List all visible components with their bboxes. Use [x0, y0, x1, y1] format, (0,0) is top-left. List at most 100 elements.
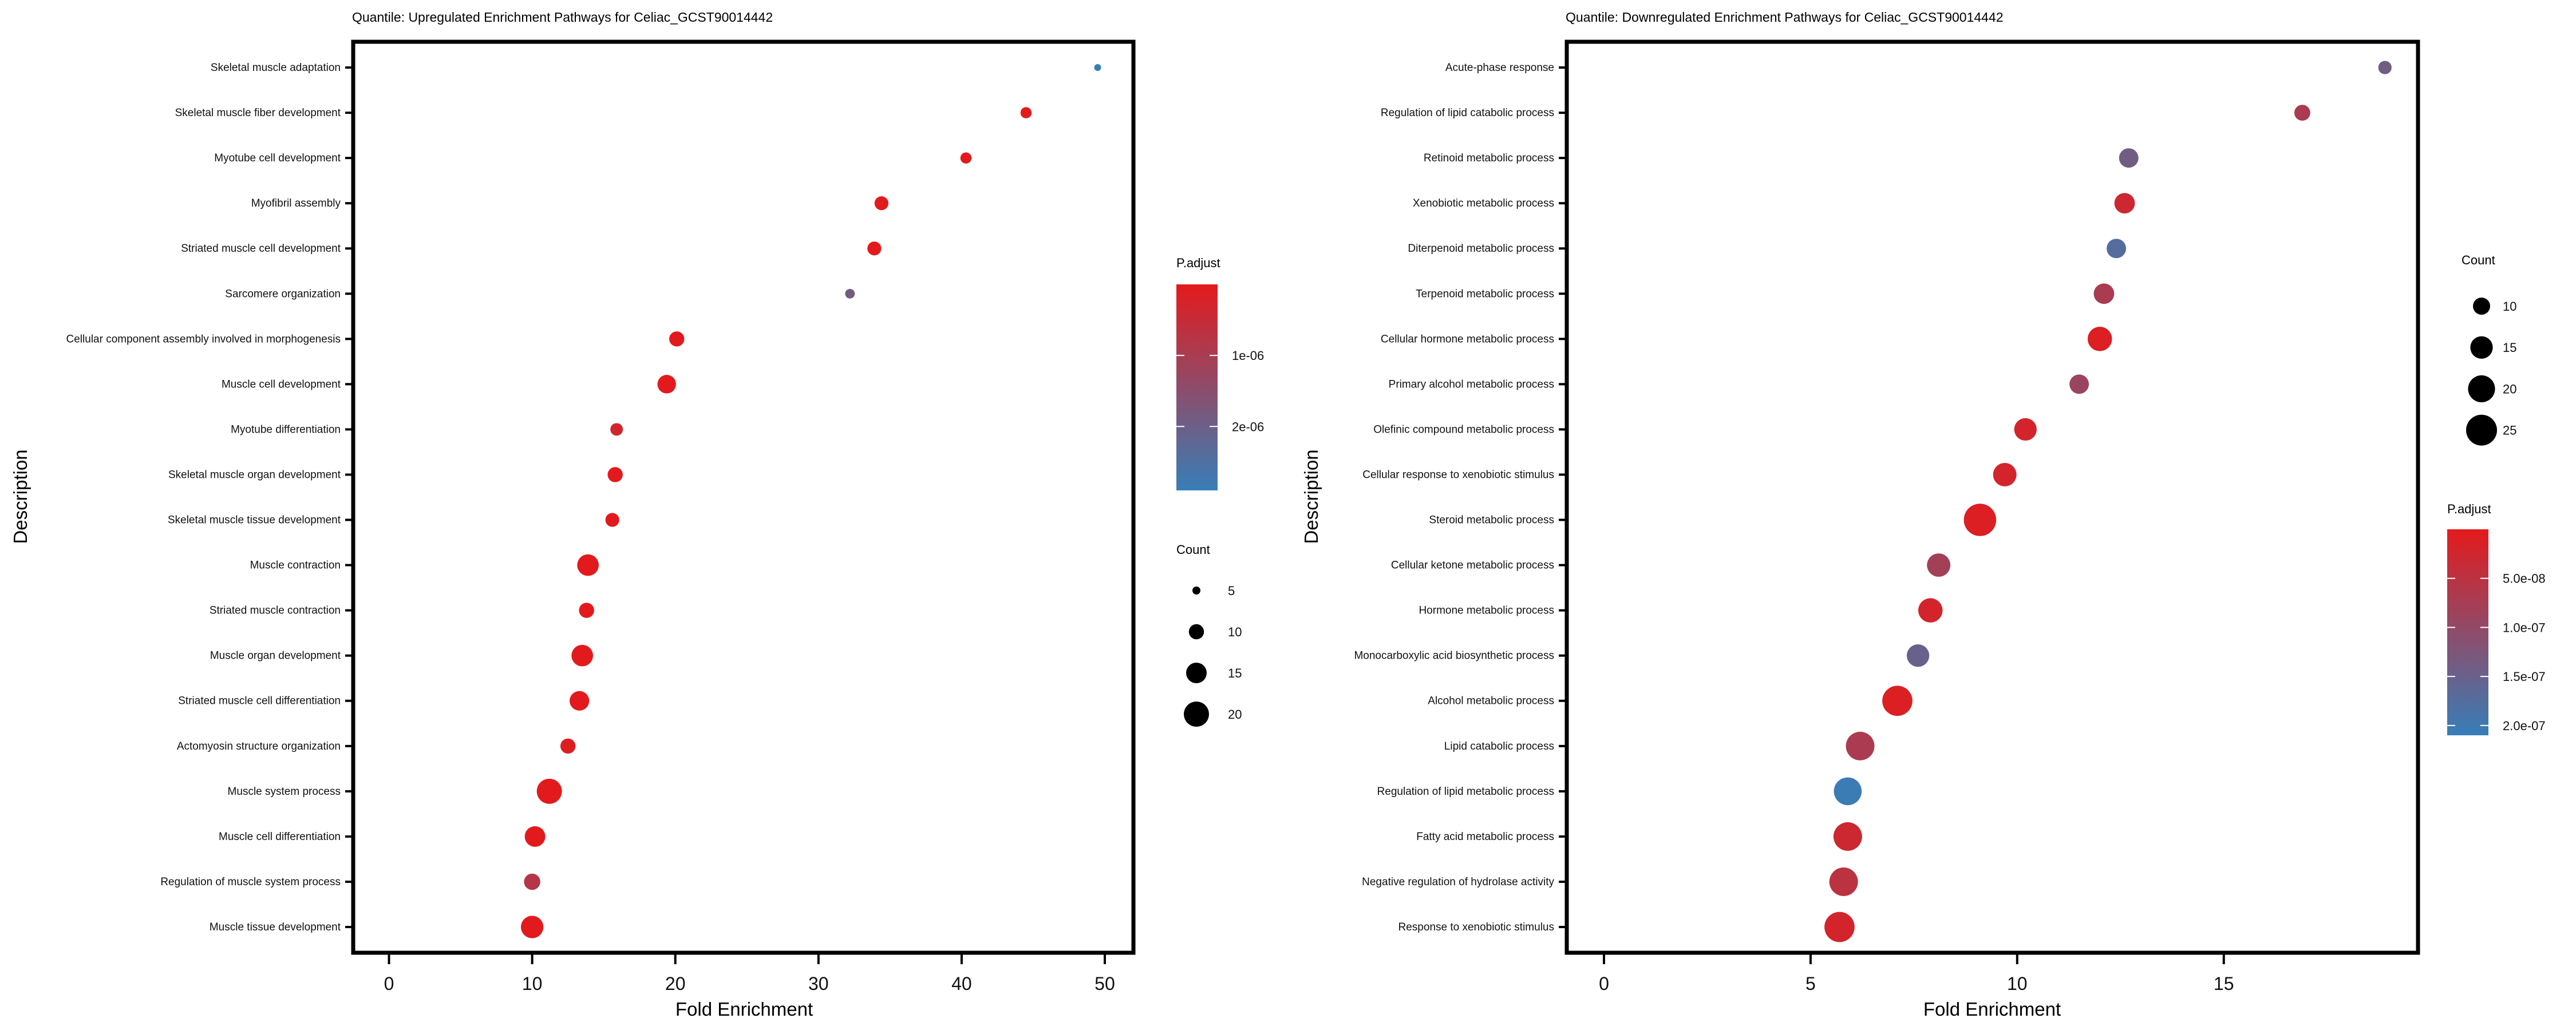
x-tick-label: 30	[808, 973, 829, 994]
size-legend-dot	[1186, 663, 1207, 683]
size-legend-label: 10	[1228, 625, 1242, 639]
size-legend-label: 15	[2503, 340, 2516, 355]
y-tick-label: Primary alcohol metabolic process	[1389, 378, 1554, 390]
y-tick-label: Acute-phase response	[1445, 62, 1554, 74]
data-point	[874, 196, 888, 211]
x-tick-label: 20	[665, 973, 686, 994]
size-legend-label: 10	[2503, 299, 2516, 314]
y-tick-label: Striated muscle cell differentiation	[178, 695, 341, 707]
y-tick-label: Regulation of lipid catabolic process	[1381, 107, 1554, 119]
color-bar	[2447, 529, 2488, 735]
data-point	[579, 603, 594, 618]
y-tick-label: Response to xenobiotic stimulus	[1398, 921, 1554, 933]
data-point	[2014, 418, 2037, 441]
size-legend-dot	[1188, 624, 1204, 640]
color-bar-label: 1.0e-07	[2503, 620, 2546, 635]
data-point	[571, 644, 593, 667]
data-point	[1094, 64, 1101, 71]
plot-frame	[351, 39, 1136, 955]
data-point	[610, 423, 623, 436]
color-bar-label: 5.0e-08	[2503, 572, 2546, 586]
legend-title: P.adjust	[1176, 256, 1220, 270]
data-point	[2093, 283, 2115, 304]
y-tick-label: Skeletal muscle fiber development	[175, 107, 341, 119]
data-point	[520, 916, 544, 938]
data-points	[1824, 61, 2392, 942]
y-tick-labels: Acute-phase response Regulation of lipid …	[1354, 62, 1565, 933]
y-tick-label: Cellular component assembly involved in …	[66, 333, 341, 345]
data-point	[1020, 107, 1032, 118]
y-tick-label: Striated muscle cell development	[181, 243, 341, 255]
data-points	[520, 64, 1101, 938]
y-tick-label: Negative regulation of hydrolase activit…	[1362, 876, 1554, 888]
y-tick-label: Cellular response to xenobiotic stimulus	[1362, 469, 1554, 481]
legend-title: P.adjust	[2447, 502, 2491, 516]
color-bar-label: 2.0e-07	[2503, 719, 2546, 733]
y-tick-label: Actomyosin structure organization	[177, 740, 341, 752]
y-tick-label: Olefinic compound metabolic process	[1373, 423, 1554, 435]
plot-frame	[1564, 39, 2420, 955]
y-tick-label: Muscle organ development	[210, 650, 341, 662]
color-bar-label: 1.5e-07	[2503, 670, 2546, 684]
data-point	[605, 513, 619, 527]
x-tick-label: 0	[384, 973, 394, 994]
upregulated-panel: Quantile: Upregulated Enrichment Pathway…	[10, 10, 1264, 1020]
data-point	[1829, 867, 1858, 896]
data-point	[669, 331, 685, 347]
y-tick-label: Hormone metabolic process	[1419, 605, 1554, 617]
y-tick-label: Cellular ketone metabolic process	[1391, 560, 1554, 572]
downregulated-panel: Quantile: Downregulated Enrichment Pathw…	[1301, 10, 2546, 1020]
y-tick-label: Striated muscle contraction	[210, 605, 341, 617]
y-tick-label: Alcohol metabolic process	[1428, 695, 1554, 707]
size-legend-dot	[1192, 587, 1200, 595]
size-legend-label: 5	[1228, 584, 1235, 598]
y-tick-label: Monocarboxylic acid biosynthetic process	[1354, 650, 1554, 662]
x-tick-label: 10	[2007, 973, 2028, 994]
y-axis-label: Description	[10, 449, 31, 544]
x-tick-label: 0	[1599, 973, 1609, 994]
data-point	[1846, 731, 1875, 760]
data-point	[1993, 463, 2017, 486]
y-tick-label: Cellular hormone metabolic process	[1381, 333, 1554, 345]
x-ticks: 0 10 20 30 40 50	[384, 954, 1115, 994]
data-point	[1833, 822, 1862, 851]
data-point	[1834, 777, 1862, 806]
data-point	[536, 778, 562, 804]
data-point	[845, 288, 855, 299]
data-point	[2087, 327, 2112, 351]
size-legend-dot	[2473, 298, 2490, 315]
data-point	[2114, 193, 2135, 214]
p-adjust-legend: P.adjust 1e-06 2e-06	[1176, 256, 1264, 490]
y-tick-label: Myofibril assembly	[251, 197, 341, 209]
y-tick-label: Terpenoid metabolic process	[1416, 288, 1554, 300]
size-legend-label: 20	[1228, 707, 1242, 722]
x-axis-label: Fold Enrichment	[1923, 999, 2061, 1020]
size-legend-label: 20	[2503, 382, 2516, 396]
y-tick-label: Muscle system process	[228, 786, 341, 798]
y-tick-label: Myotube differentiation	[231, 423, 341, 435]
y-tick-label: Lipid catabolic process	[1444, 740, 1554, 752]
data-point	[657, 375, 676, 394]
y-tick-label: Muscle cell differentiation	[219, 831, 341, 843]
color-bar-label: 1e-06	[1232, 348, 1264, 363]
y-tick-label: Xenobiotic metabolic process	[1413, 197, 1554, 209]
data-point	[524, 826, 546, 847]
color-bar-label: 2e-06	[1232, 419, 1264, 434]
y-tick-labels: Skeletal muscle adaptation Skeletal muscl…	[66, 62, 351, 933]
p-adjust-legend: P.adjust 5.0e-08 1.0e-07 1.5e-07 2.0e-07	[2447, 502, 2546, 735]
data-point	[607, 467, 623, 482]
y-tick-label: Sarcomere organization	[225, 288, 341, 300]
y-tick-label: Fatty acid metabolic process	[1416, 831, 1554, 843]
data-point	[570, 691, 590, 711]
y-tick-label: Skeletal muscle organ development	[168, 469, 341, 481]
x-ticks: 0 5 10 15	[1599, 954, 2234, 994]
x-tick-label: 40	[951, 973, 972, 994]
x-tick-label: 50	[1095, 973, 1115, 994]
data-point	[1963, 504, 1997, 536]
size-legend-dot	[2470, 336, 2493, 359]
y-tick-label: Skeletal muscle adaptation	[211, 62, 341, 74]
data-point	[577, 554, 599, 576]
y-tick-label: Regulation of muscle system process	[160, 876, 341, 888]
count-legend: Count 5 10 15 20	[1176, 542, 1242, 727]
